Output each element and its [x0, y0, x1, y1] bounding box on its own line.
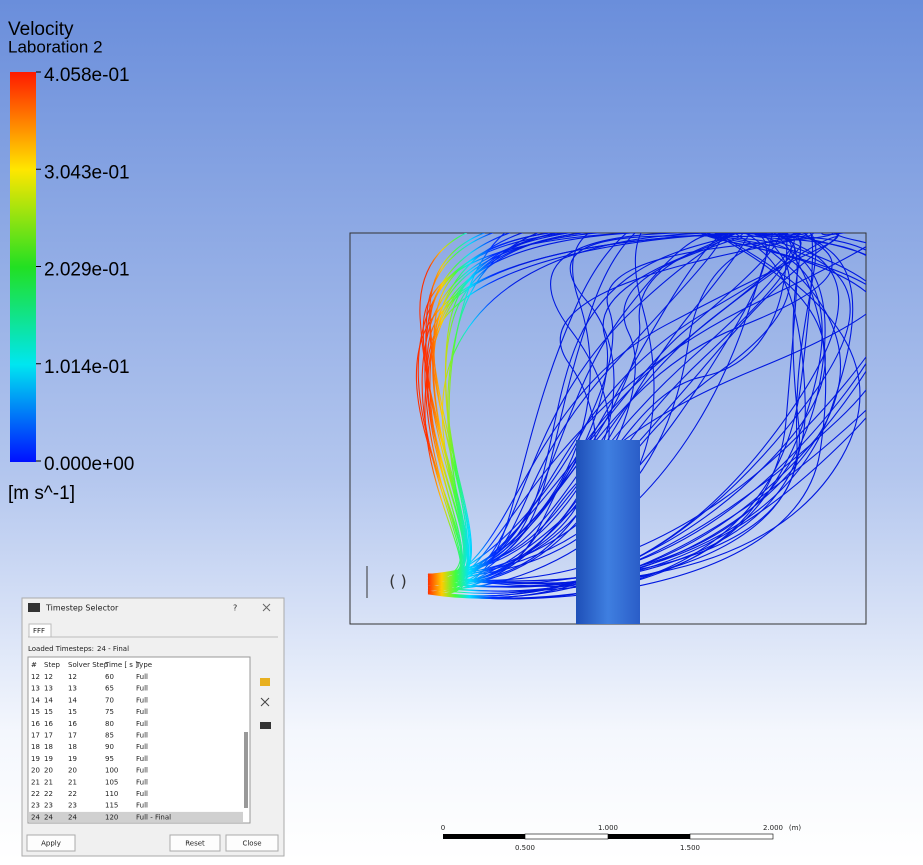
- help-button[interactable]: ?: [233, 604, 237, 613]
- table-cell: 16: [68, 720, 77, 728]
- svg-text:( ): ( ): [389, 572, 407, 591]
- table-cell: 17: [44, 732, 53, 740]
- table-cell: 24: [68, 813, 77, 821]
- table-cell: 17: [31, 732, 40, 740]
- table-cell: 22: [68, 790, 77, 798]
- loaded-label: Loaded Timesteps:: [28, 645, 94, 653]
- legend-tick-label: 4.058e-01: [44, 65, 130, 86]
- table-cell: 100: [105, 767, 118, 775]
- timestep-dialog: Timestep Selector ? FFF Loaded Timesteps…: [22, 598, 284, 856]
- table-cell: Full: [136, 685, 148, 693]
- table-cell: 110: [105, 790, 118, 798]
- open-icon[interactable]: [260, 678, 270, 686]
- scale-label: 0: [441, 824, 445, 832]
- table-cell: 19: [68, 755, 77, 763]
- table-cell: 20: [31, 767, 40, 775]
- loaded-value: 24 - Final: [97, 645, 129, 653]
- legend-unit: [m s^-1]: [8, 483, 75, 504]
- table-cell: 24: [44, 813, 53, 821]
- legend-subtitle: Laboration 2: [8, 37, 103, 56]
- table-cell: 21: [31, 778, 40, 786]
- table-cell: Full - Final: [136, 813, 171, 821]
- scale-label: (m): [789, 824, 802, 832]
- table-cell: 13: [31, 685, 40, 693]
- table-cell: 14: [68, 696, 77, 704]
- table-cell: 17: [68, 732, 77, 740]
- table-cell: 70: [105, 696, 114, 704]
- tab[interactable]: FFF: [33, 627, 45, 635]
- table-cell: Full: [136, 743, 148, 751]
- table-cell: Full: [136, 802, 148, 810]
- table-cell: 14: [44, 696, 53, 704]
- table-cell: 12: [68, 673, 77, 681]
- table-cell: 14: [31, 696, 40, 704]
- table-cell: 120: [105, 813, 118, 821]
- scale-label: 0.500: [515, 844, 535, 852]
- table-cell: 15: [44, 708, 53, 716]
- info-icon[interactable]: [260, 722, 271, 729]
- cylinder: [576, 440, 640, 624]
- table-cell: 12: [44, 673, 53, 681]
- table-cell: 19: [44, 755, 53, 763]
- table-cell: 21: [44, 778, 53, 786]
- table-cell: Full: [136, 696, 148, 704]
- table-cell: Full: [136, 790, 148, 798]
- table-cell: 19: [31, 755, 40, 763]
- table-cell: 18: [31, 743, 40, 751]
- column-header: Type: [135, 661, 152, 669]
- column-header: Time [ s ]: [104, 661, 138, 669]
- button-label[interactable]: Apply: [41, 840, 61, 848]
- column-header: Step: [44, 661, 60, 669]
- table-cell: 16: [44, 720, 53, 728]
- table-cell: 85: [105, 732, 114, 740]
- table-cell: 95: [105, 755, 114, 763]
- table-cell: Full: [136, 673, 148, 681]
- button-label[interactable]: Close: [242, 840, 261, 848]
- table-cell: 15: [68, 708, 77, 716]
- table-cell: 23: [31, 802, 40, 810]
- table-cell: 23: [44, 802, 53, 810]
- table-cell: Full: [136, 767, 148, 775]
- color-bar: [10, 72, 36, 462]
- table-cell: 13: [68, 685, 77, 693]
- viewport: Velocity Laboration 2 4.058e-013.043e-01…: [0, 0, 923, 861]
- table-cell: 13: [44, 685, 53, 693]
- table-cell: 80: [105, 720, 114, 728]
- table-cell: 20: [68, 767, 77, 775]
- table-cell: 115: [105, 802, 118, 810]
- table-cell: 75: [105, 708, 114, 716]
- table-cell: 21: [68, 778, 77, 786]
- table-cell: 23: [68, 802, 77, 810]
- button-label[interactable]: Reset: [185, 840, 205, 848]
- table-cell: Full: [136, 732, 148, 740]
- legend-tick-label: 0.000e+00: [44, 454, 134, 475]
- table-cell: Full: [136, 720, 148, 728]
- scale-label: 1.000: [598, 824, 618, 832]
- legend-tick-label: 1.014e-01: [44, 357, 130, 378]
- table-cell: 22: [44, 790, 53, 798]
- table-cell: 15: [31, 708, 40, 716]
- table-cell: 20: [44, 767, 53, 775]
- table-cell: 18: [44, 743, 53, 751]
- table-cell: 24: [31, 813, 40, 821]
- table-cell: 16: [31, 720, 40, 728]
- table-cell: Full: [136, 755, 148, 763]
- scale-label: 1.500: [680, 844, 700, 852]
- column-header: #: [31, 661, 37, 669]
- table-cell: 105: [105, 778, 118, 786]
- table-cell: 12: [31, 673, 40, 681]
- table-cell: 18: [68, 743, 77, 751]
- dialog-title: Timestep Selector: [45, 604, 119, 613]
- scale-label: 2.000: [763, 824, 783, 832]
- table-cell: 65: [105, 685, 114, 693]
- table-cell: 90: [105, 743, 114, 751]
- table-cell: 22: [31, 790, 40, 798]
- column-header: Solver Step: [68, 661, 109, 669]
- table-cell: 60: [105, 673, 114, 681]
- table-cell: Full: [136, 708, 148, 716]
- legend-tick-label: 3.043e-01: [44, 162, 130, 183]
- table-cell: Full: [136, 778, 148, 786]
- legend-tick-label: 2.029e-01: [44, 260, 130, 281]
